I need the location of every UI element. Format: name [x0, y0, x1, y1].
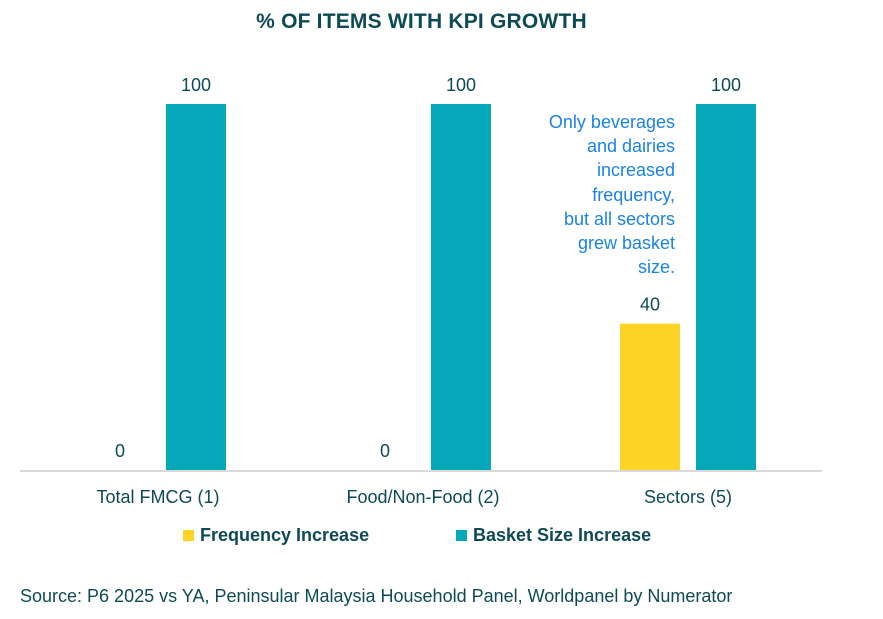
- data-label-basket-size-increase: 100: [181, 75, 211, 95]
- bar-basket-size-increase: [166, 104, 226, 470]
- legend-label: Frequency Increase: [200, 525, 370, 545]
- data-label-frequency-increase: 40: [640, 295, 660, 315]
- bar-basket-size-increase: [696, 104, 756, 470]
- legend-item-frequency: Frequency Increase: [183, 525, 369, 546]
- data-label-basket-size-increase: 100: [446, 75, 476, 95]
- chart-title: % OF ITEMS WITH KPI GROWTH: [256, 10, 587, 33]
- x-tick-label: Food/Non-Food (2): [346, 487, 499, 507]
- annotation-line: but all sectors: [563, 208, 675, 229]
- data-label-basket-size-increase: 100: [711, 75, 741, 95]
- legend-swatch-frequency: [183, 530, 194, 541]
- x-tick-label: Sectors (5): [644, 487, 732, 507]
- annotation-line: grew basket: [577, 233, 675, 254]
- bar-chart: 0 100 Total FMCG (1) 0 100 Food/Non-Food (2) 4…: [20, 75, 822, 507]
- chart-legend: Frequency Increase Basket Size Increase: [0, 525, 883, 549]
- source-note: Source: P6 2025 vs YA, Peninsular Malays…: [20, 586, 733, 606]
- data-label-frequency-increase: 0: [115, 441, 125, 461]
- bar-basket-size-increase: [431, 104, 491, 470]
- bar-frequency-increase: [620, 323, 680, 470]
- annotation-line: size.: [637, 257, 675, 278]
- annotation-line: and dairies: [586, 136, 675, 157]
- annotation-line: frequency,: [592, 184, 675, 205]
- annotation-line: Only beverages: [548, 112, 675, 132]
- annotation-line: increased: [596, 160, 675, 181]
- chart-annotation: Only beverages and dairies increased fre…: [470, 110, 675, 279]
- legend-label: Basket Size Increase: [473, 525, 652, 545]
- legend-item-basket-size: Basket Size Increase: [456, 525, 651, 546]
- legend-swatch-basket-size: [456, 530, 467, 541]
- data-label-frequency-increase: 0: [380, 441, 390, 461]
- x-tick-label: Total FMCG (1): [96, 487, 219, 507]
